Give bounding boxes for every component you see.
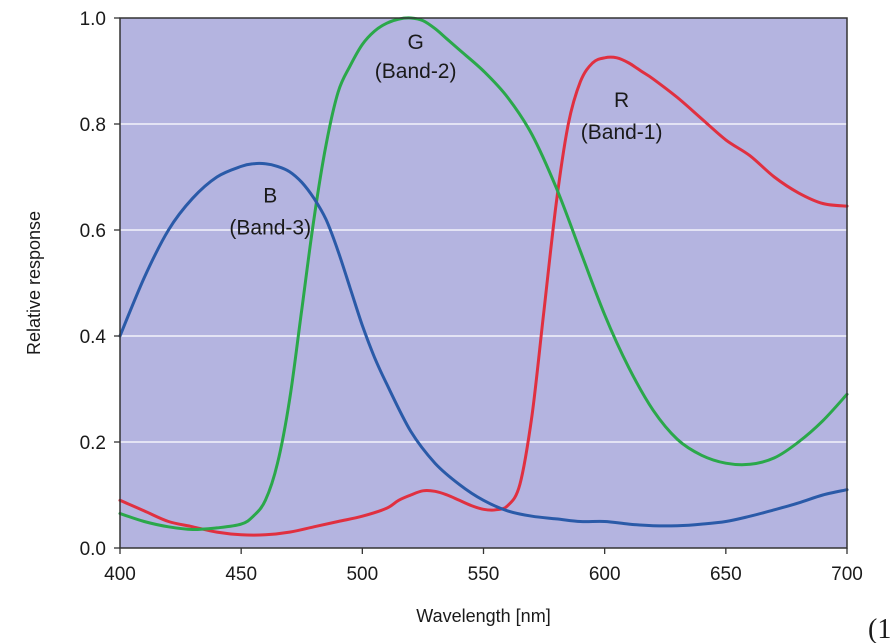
annotation-label: (Band-1) [581, 121, 663, 144]
series-annotations: G (Band-2) R (Band-1) B (Band-3) [229, 31, 662, 240]
series-line-b [118, 161, 849, 528]
y-tick-label: 0.8 [80, 115, 106, 136]
x-axis-title: Wavelength [nm] [416, 606, 550, 626]
annotation-label: (Band-3) [229, 216, 311, 239]
x-tick-label: 600 [589, 564, 621, 585]
x-tick-label: 400 [104, 564, 136, 585]
plot-area [120, 18, 847, 548]
annotation-label: R [614, 89, 629, 112]
y-tick-label: 0.0 [80, 539, 106, 560]
annotation-label: B [263, 185, 277, 208]
x-tick-label: 550 [468, 564, 500, 585]
y-tick-label: 0.6 [80, 221, 106, 242]
grid-lines [120, 123, 847, 443]
x-tick-label: 650 [710, 564, 742, 585]
x-tick-label: 700 [831, 564, 863, 585]
y-axis-title: Relative response [24, 211, 44, 355]
y-tick-label: 0.2 [80, 433, 106, 454]
x-tick-label: 450 [225, 564, 257, 585]
annotation-label: (Band-2) [375, 60, 457, 83]
corner-text: (1 [868, 614, 891, 643]
x-tick-label: 500 [346, 564, 378, 585]
axis-ticks: 400 450 500 550 600 650 700 0.0 0.2 0.4 0.6 0.8 1.0 [80, 9, 863, 585]
y-tick-label: 1.0 [80, 9, 106, 30]
y-tick-label: 0.4 [80, 327, 107, 348]
series-line-r [118, 55, 849, 537]
annotation-label: G [407, 31, 423, 54]
